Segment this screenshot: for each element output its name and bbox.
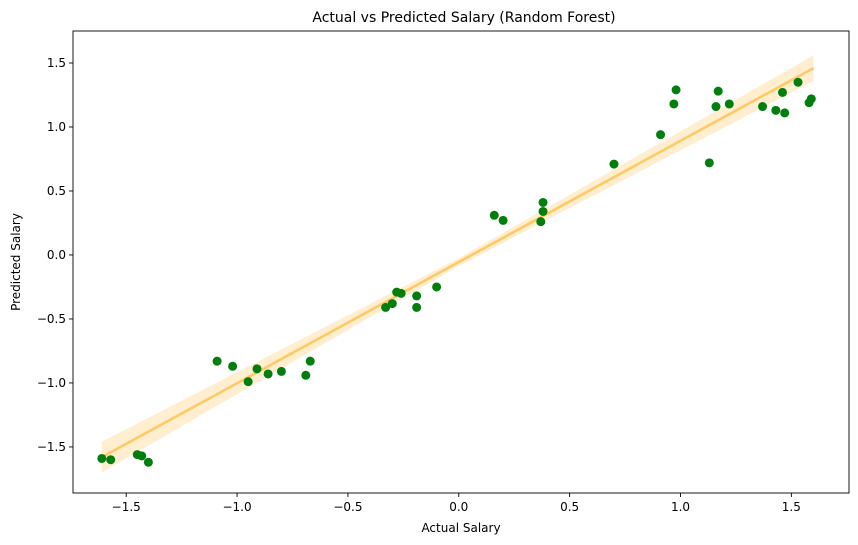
regression-line-path	[101, 66, 815, 459]
x-tick-label: −1.5	[112, 500, 141, 514]
scatter-point	[263, 369, 273, 379]
y-tick-label: −1.5	[37, 440, 66, 454]
scatter-point	[387, 299, 397, 309]
scatter-point	[536, 217, 546, 227]
scatter-point	[106, 455, 116, 465]
scatter-point	[713, 86, 723, 96]
y-tick-label: −1.0	[37, 376, 66, 390]
scatter-point	[381, 302, 391, 312]
y-tick-label: 1.0	[47, 120, 66, 134]
data-points	[97, 77, 816, 467]
scatter-point	[724, 99, 734, 109]
scatter-point	[412, 302, 422, 312]
scatter-point	[252, 364, 262, 374]
scatter-point	[212, 356, 222, 366]
x-axis-title: Actual Salary	[421, 521, 500, 535]
y-axis-ticks: −1.5 −1.0 −0.5 0.0 0.5 1.0 1.5	[37, 56, 73, 454]
scatter-point	[498, 215, 508, 225]
scatter-point	[396, 288, 406, 298]
scatter-point	[771, 105, 781, 115]
x-tick-label: −1.0	[222, 500, 251, 514]
scatter-point	[137, 451, 147, 461]
scatter-point	[305, 356, 315, 366]
plot-area-frame	[72, 30, 850, 494]
y-tick-label: 0.0	[47, 248, 66, 262]
y-tick-label: 1.5	[47, 56, 66, 70]
y-tick-label: 0.5	[47, 184, 66, 198]
x-tick-label: 0.5	[560, 500, 579, 514]
scatter-point	[538, 197, 548, 207]
chart-title: Actual vs Predicted Salary (Random Fores…	[312, 10, 615, 26]
scatter-point	[97, 453, 107, 463]
scatter-point	[704, 158, 714, 168]
x-tick-label: 1.5	[782, 500, 801, 514]
scatter-point	[656, 130, 666, 140]
x-axis-ticks: −1.5 −1.0 −0.5 0.0 0.5 1.0 1.5	[112, 493, 801, 514]
scatter-point	[538, 206, 548, 216]
scatter-point	[671, 85, 681, 95]
y-tick-label: −0.5	[37, 312, 66, 326]
scatter-point	[432, 282, 442, 292]
x-tick-label: 1.0	[671, 500, 690, 514]
scatter-point	[806, 94, 816, 104]
scatter-point	[489, 210, 499, 220]
scatter-point	[669, 99, 679, 109]
scatter-point	[780, 108, 790, 118]
scatter-point	[793, 77, 803, 87]
regression-line	[101, 66, 815, 459]
scatter-point	[412, 291, 422, 301]
scatter-point	[276, 366, 286, 376]
scatter-point	[609, 159, 619, 169]
scatter-point	[228, 361, 238, 371]
scatter-point	[711, 102, 721, 112]
scatter-point	[301, 370, 311, 380]
scatter-point	[758, 102, 768, 112]
scatter-point	[243, 377, 253, 387]
scatter-point	[143, 457, 153, 467]
x-tick-label: 0.0	[449, 500, 468, 514]
scatter-point	[777, 87, 787, 97]
y-axis-title: Predicted Salary	[9, 213, 23, 311]
x-tick-label: −0.5	[333, 500, 362, 514]
